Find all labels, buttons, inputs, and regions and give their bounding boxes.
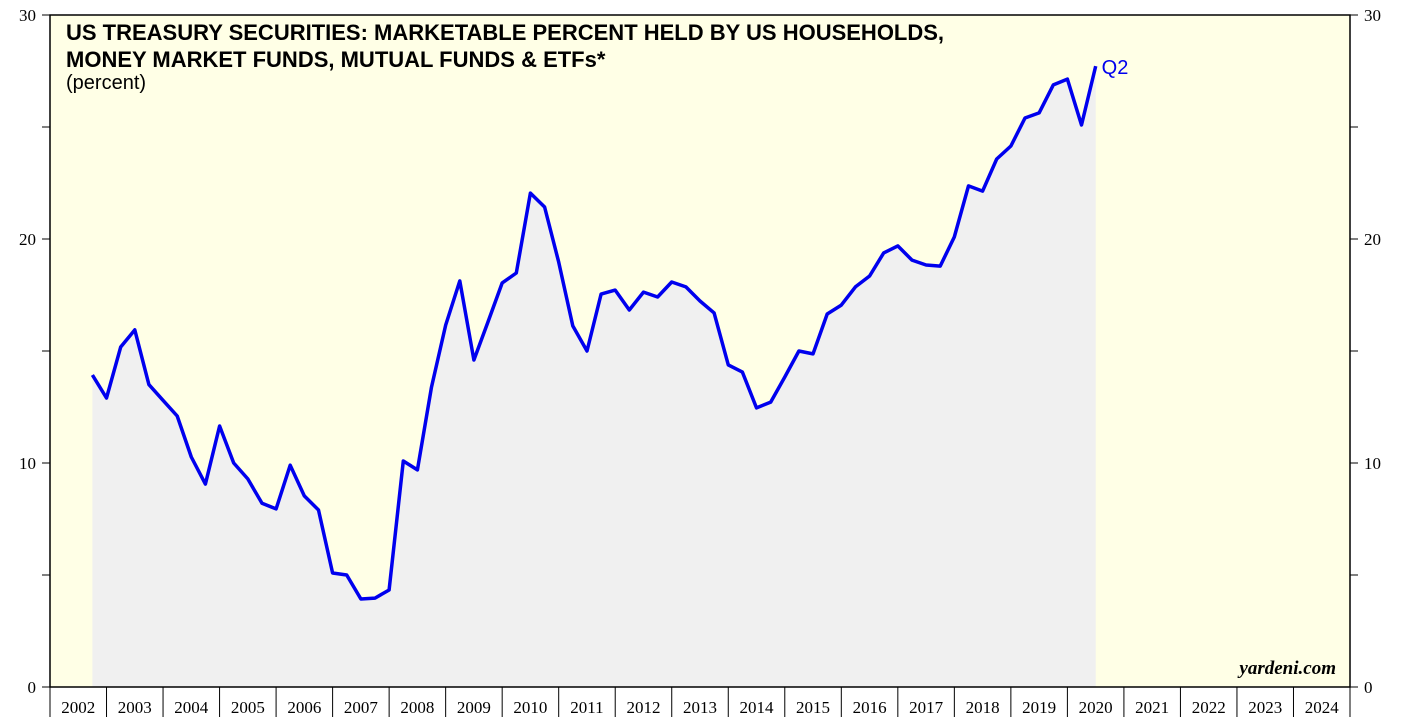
x-tick-label: 2014 <box>740 698 775 717</box>
x-tick-label: 2023 <box>1248 698 1282 717</box>
x-tick-label: 2004 <box>174 698 209 717</box>
y2-tick-label: 10 <box>1364 454 1381 473</box>
x-tick-label: 2016 <box>853 698 887 717</box>
x-tick-label: 2015 <box>796 698 830 717</box>
x-tick-label: 2017 <box>909 698 944 717</box>
y2-tick-label: 30 <box>1364 6 1381 25</box>
x-tick-label: 2019 <box>1022 698 1056 717</box>
x-tick-label: 2005 <box>231 698 265 717</box>
x-tick-label: 2002 <box>61 698 95 717</box>
x-tick-label: 2010 <box>513 698 547 717</box>
x-tick-label: 2021 <box>1135 698 1169 717</box>
y-tick-label: 30 <box>19 6 36 25</box>
x-tick-label: 2011 <box>570 698 603 717</box>
annotation: Q2 <box>1102 57 1129 79</box>
y2-tick-label: 20 <box>1364 230 1381 249</box>
x-tick-label: 2022 <box>1192 698 1226 717</box>
x-tick-label: 2018 <box>966 698 1000 717</box>
x-tick-label: 2024 <box>1305 698 1340 717</box>
y-tick-label: 0 <box>28 678 37 697</box>
x-tick-label: 2012 <box>626 698 660 717</box>
y-tick-label: 20 <box>19 230 36 249</box>
chart-title: MONEY MARKET FUNDS, MUTUAL FUNDS & ETFs* <box>66 47 606 72</box>
chart-subtitle: (percent) <box>66 72 146 94</box>
x-tick-label: 2006 <box>287 698 321 717</box>
chart-title: US TREASURY SECURITIES: MARKETABLE PERCE… <box>66 20 944 45</box>
y-tick-label: 10 <box>19 454 36 473</box>
x-tick-label: 2020 <box>1079 698 1113 717</box>
source: yardeni.com <box>1237 658 1336 679</box>
x-tick-label: 2009 <box>457 698 491 717</box>
y2-tick-label: 0 <box>1364 678 1373 697</box>
x-tick-label: 2007 <box>344 698 379 717</box>
line <box>90 65 1098 601</box>
x-tick-label: 2013 <box>683 698 717 717</box>
x-tick-label: 2008 <box>400 698 434 717</box>
area <box>92 66 1096 688</box>
x-tick-label: 2003 <box>118 698 152 717</box>
